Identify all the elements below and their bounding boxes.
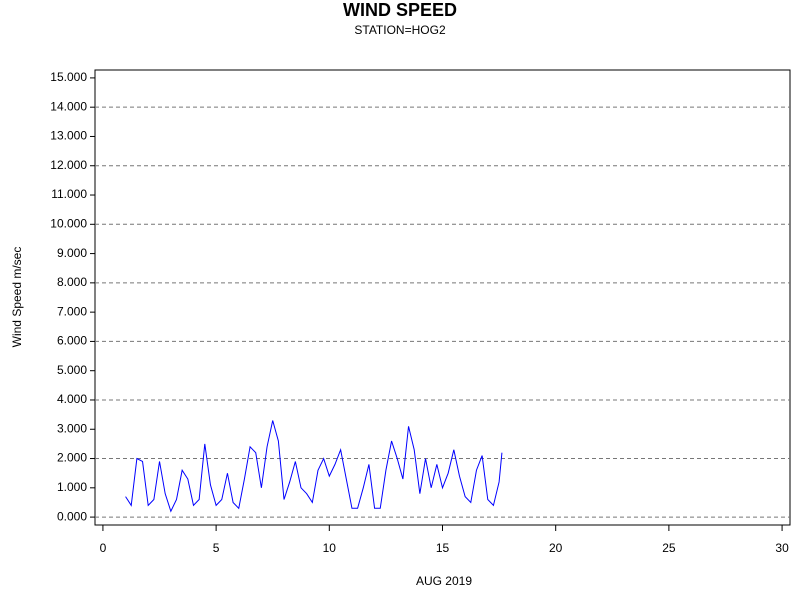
y-tick-label: 13.000 [50,129,87,143]
y-tick-label: 1.000 [57,480,87,494]
chart-title: WIND SPEED [343,0,457,20]
y-tick-label: 3.000 [57,421,87,435]
x-tick-label: 30 [775,541,789,555]
chart-subtitle: STATION=HOG2 [354,23,446,37]
x-tick-label: 20 [549,541,563,555]
y-tick-label: 2.000 [57,451,87,465]
x-tick-label: 5 [213,541,220,555]
x-tick-label: 0 [100,541,107,555]
y-tick-label: 10.000 [50,216,87,230]
y-tick-label: 5.000 [57,363,87,377]
y-tick-label: 15.000 [50,70,87,84]
y-tick-label: 8.000 [57,275,87,289]
x-axis-label: AUG 2019 [416,574,472,588]
x-tick-label: 10 [323,541,337,555]
y-tick-label: 14.000 [50,99,87,113]
y-tick-label: 0.000 [57,509,87,523]
y-tick-label: 7.000 [57,304,87,318]
data-line [125,420,503,513]
y-tick-label: 9.000 [57,246,87,260]
y-tick-label: 12.000 [50,158,87,172]
x-tick-label: 25 [662,541,676,555]
y-tick-label: 4.000 [57,392,87,406]
y-tick-label: 11.000 [51,187,87,201]
plot-frame [94,69,791,526]
y-axis-label: Wind Speed m/sec [10,247,24,348]
y-tick-label: 6.000 [57,334,87,348]
x-tick-label: 15 [436,541,450,555]
